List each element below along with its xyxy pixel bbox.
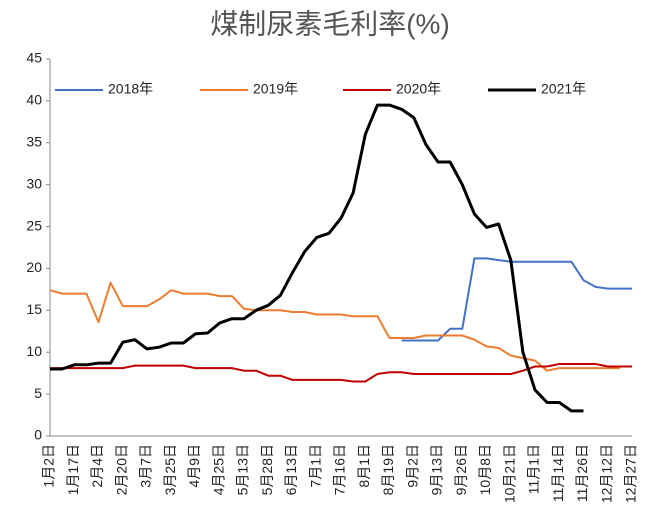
y-tick-label: 0	[34, 427, 42, 443]
y-tick-label: 30	[26, 175, 42, 191]
legend-label: 2019年	[253, 81, 298, 97]
y-tick-label: 5	[34, 385, 42, 401]
x-tick-label: 11月26日	[574, 444, 590, 502]
x-tick-label: 2月20日	[113, 444, 129, 495]
x-tick-label: 4月9日	[186, 444, 202, 488]
x-tick-label: 8月1日	[356, 444, 372, 488]
y-tick-label: 25	[26, 217, 42, 233]
x-tick-label: 9月2日	[404, 444, 420, 488]
x-tick-label: 11月1日	[526, 444, 542, 494]
x-tick-label: 8月19日	[380, 444, 396, 495]
x-tick-label: 1月17日	[65, 444, 81, 495]
x-tick-label: 4月25日	[210, 444, 226, 495]
x-tick-label: 12月27日	[623, 444, 639, 503]
y-tick-label: 10	[26, 343, 42, 359]
x-tick-label: 7月16日	[332, 444, 348, 495]
x-tick-label: 3月25日	[162, 444, 178, 495]
y-tick-label: 20	[26, 259, 42, 275]
y-tick-label: 15	[26, 301, 42, 317]
legend-label: 2018年	[108, 81, 153, 97]
series-line	[50, 363, 632, 383]
x-tick-label: 10月8日	[477, 444, 493, 495]
x-tick-label: 1月2日	[41, 444, 57, 488]
series-line	[49, 281, 620, 372]
x-tick-label: 9月26日	[453, 444, 469, 495]
x-tick-label: 5月13日	[235, 444, 251, 495]
x-tick-label: 5月28日	[259, 444, 275, 495]
series-line	[401, 257, 632, 342]
series-line	[50, 103, 584, 413]
legend-label: 2021年	[541, 81, 586, 97]
x-tick-label: 10月21日	[501, 444, 517, 503]
chart-title: 煤制尿素毛利率(%)	[210, 8, 450, 39]
x-tick-label: 11月14日	[550, 444, 566, 502]
x-tick-label: 3月7日	[138, 444, 154, 488]
y-tick-label: 40	[26, 92, 42, 108]
x-tick-label: 6月13日	[283, 444, 299, 495]
y-tick-label: 45	[26, 50, 42, 66]
x-tick-label: 12月12日	[598, 444, 614, 503]
x-tick-label: 7月1日	[307, 444, 323, 488]
x-tick-label: 9月13日	[429, 444, 445, 495]
y-tick-label: 35	[26, 133, 42, 149]
x-tick-label: 2月4日	[89, 444, 105, 488]
legend-label: 2020年	[396, 81, 441, 97]
